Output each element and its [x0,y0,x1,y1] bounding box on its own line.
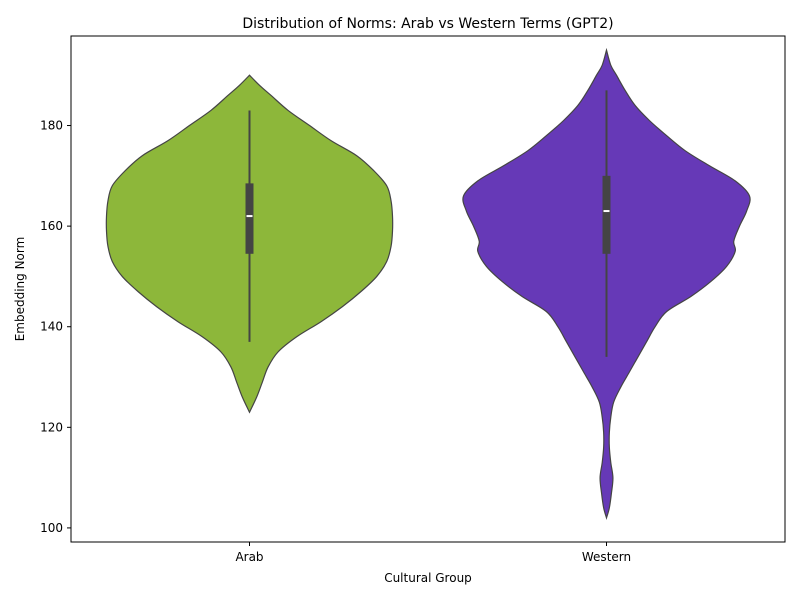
y-tick-label-160: 160 [40,219,63,233]
x-axis: Arab Western [235,542,631,564]
x-tick-label-arab: Arab [235,550,263,564]
iqr-box-arab [245,183,254,254]
y-axis: 100 120 140 160 180 [40,119,71,535]
x-axis-label: Cultural Group [384,571,472,585]
x-tick-label-western: Western [582,550,631,564]
y-tick-label-100: 100 [40,521,63,535]
y-tick-label-140: 140 [40,320,63,334]
boxes-layer [245,90,611,357]
iqr-box-western [602,175,611,254]
plot-frame [70,35,786,543]
chart-title: Distribution of Norms: Arab vs Western T… [242,16,613,32]
y-tick-label-120: 120 [40,420,63,434]
violins-layer [105,47,751,521]
y-tick-label-180: 180 [40,119,63,133]
y-axis-label: Embedding Norm [13,237,27,342]
